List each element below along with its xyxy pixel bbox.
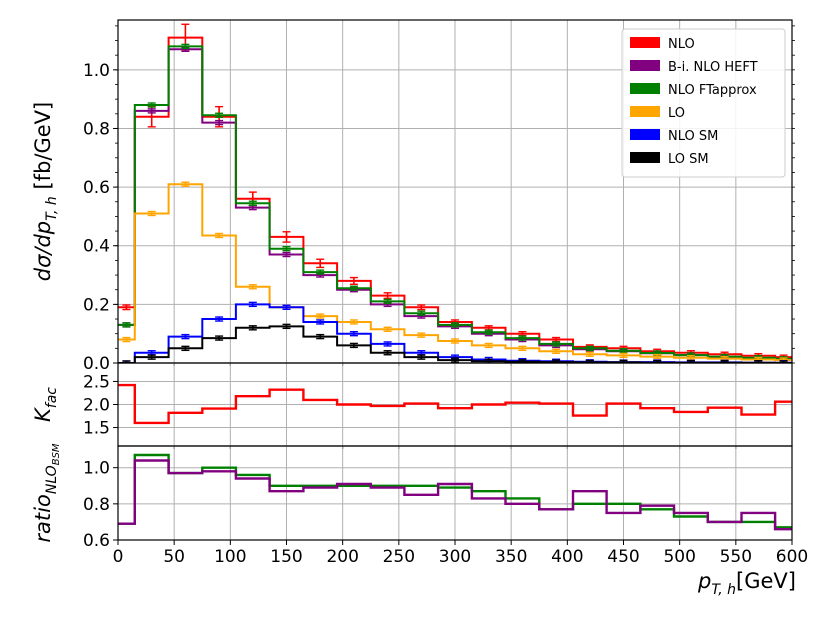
ratio-ytick-label-1: 0.8 [83,495,110,515]
main-ylabel: dσ/dpT, h [fb/GeV] [31,102,60,281]
xtick-label-3: 150 [270,547,302,567]
ratio-ylabel: ratioNLOBSM [31,443,62,543]
main-ytick-label-1: 0.2 [83,295,110,315]
xtick-label-2: 100 [214,547,246,567]
xtick-label-10: 500 [663,547,695,567]
legend-box [621,28,786,178]
kfac-ytick-label-3: 2.5 [83,372,110,392]
legend-swatch-4 [630,129,660,140]
xtick-label-9: 450 [607,547,639,567]
main-ytick-label-3: 0.6 [83,178,110,198]
kfac-panel: 1.5 2.0 2.5 Kfac [31,362,793,449]
legend-label-3: LO [668,106,685,121]
legend-swatch-1 [630,60,660,71]
main-ytick-label-2: 0.4 [83,237,110,257]
legend-swatch-3 [630,106,660,117]
legend-label-1: B-i. NLO HEFT [668,60,758,75]
legend-label-4: NLO SM [668,129,718,144]
xtick-label-4: 200 [326,547,358,567]
xlabel: pT, h[GeV] [697,569,796,598]
kfac-ytick-label-2: 2.0 [83,396,110,416]
xtick-label-12: 600 [776,547,808,567]
xtick-label-5: 250 [383,547,415,567]
xtick-label-6: 300 [439,547,471,567]
xtick-label-7: 350 [495,547,527,567]
main-ytick-label-4: 0.8 [83,119,110,139]
ratio-ytick-label-0: 0.6 [83,531,110,551]
ratio-ytick-label-2: 1.0 [83,459,110,479]
ratio-series-1 [118,459,792,531]
xtick-label-0: 0 [113,547,124,567]
kfac-ytick-label-1: 1.5 [83,419,110,439]
legend-label-5: LO SM [668,152,709,167]
legend-label-2: NLO FTapprox [668,83,757,98]
xtick-label-11: 550 [720,547,752,567]
ratio-panel: 0.6 0.8 1.0 ratioNLOBSM 0 50 100 150 200 250 300 35… [31,443,808,598]
legend-swatch-0 [630,37,660,48]
kfac-series-0 [118,383,792,425]
main-panel: 0.0 0.2 0.4 0.6 0.8 1.0 dσ/dpT, h [fb/GeV] NLO B… [31,19,795,374]
main-ytick-label-5: 1.0 [83,61,110,81]
xtick-label-1: 50 [163,547,185,567]
legend: NLO B-i. NLO HEFT NLO FTapprox LO NLO SM LO S… [621,28,786,178]
main-ytick-label-0: 0.0 [83,354,110,374]
kfac-ylabel: Kfac [31,387,60,422]
xtick-label-8: 400 [551,547,583,567]
legend-swatch-5 [630,152,660,163]
legend-label-0: NLO [668,37,695,52]
legend-swatch-2 [630,83,660,94]
